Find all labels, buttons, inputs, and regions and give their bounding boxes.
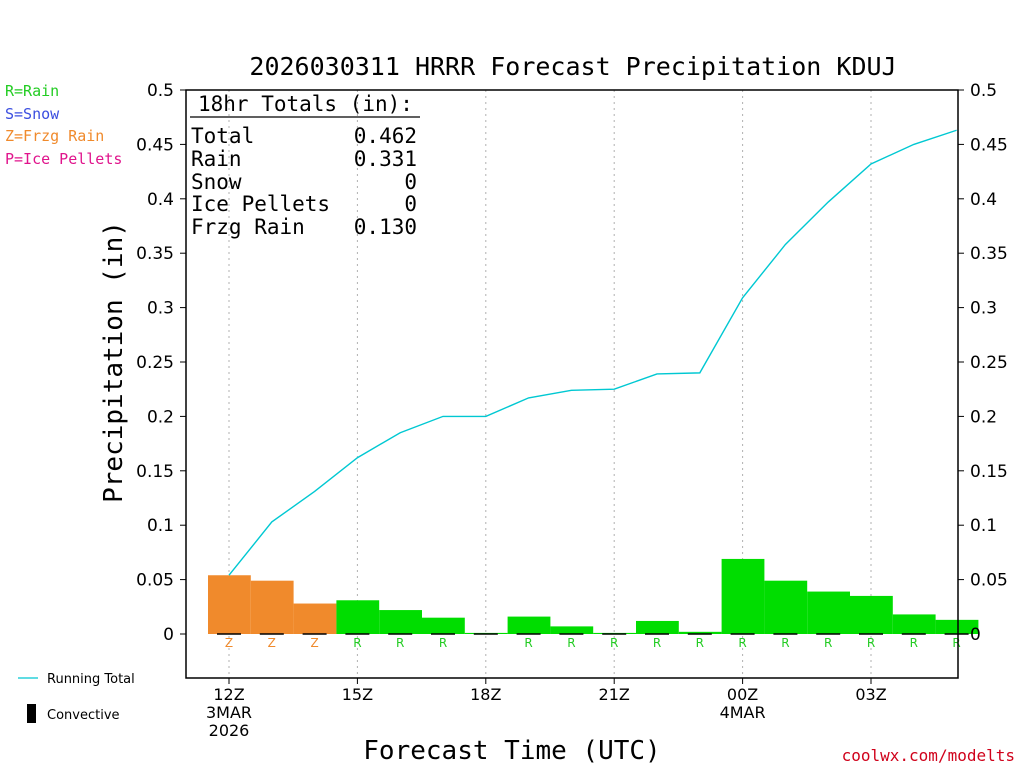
x-tick-label-0-2: 2026 (209, 721, 250, 740)
precip-bar-0 (208, 575, 251, 634)
y-tick-label-left-6: 0.3 (147, 299, 174, 319)
precip-code-2: Z (310, 636, 318, 650)
precip-code-5: R (439, 636, 447, 650)
precip-code-16: R (910, 636, 918, 650)
y-tick-label-right-5: 0.25 (970, 353, 1008, 373)
bars-layer (208, 558, 979, 634)
precip-bar-1 (250, 580, 294, 634)
legend-rain: R=Rain (5, 82, 59, 100)
x-tick-label-0-1: 3MAR (206, 703, 252, 722)
convective-legend-label: Convective (47, 708, 120, 723)
precip-code-15: R (867, 636, 875, 650)
x-tick-label-4-0: 00Z (727, 685, 758, 704)
chart-title: 2026030311 HRRR Forecast Precipitation K… (249, 52, 896, 81)
precip-code-12: R (738, 636, 746, 650)
totals-value-ice-pellets: 0 (404, 192, 417, 216)
precip-bar-2 (293, 603, 337, 634)
precip-code-7: R (524, 636, 532, 650)
totals-label-total: Total (191, 124, 254, 148)
precip-bar-3 (336, 600, 380, 634)
y-tick-label-right-6: 0.3 (970, 299, 997, 319)
precip-bar-5 (422, 617, 465, 634)
y-tick-label-left-8: 0.4 (147, 190, 174, 210)
convective-swatch (27, 704, 36, 723)
y-tick-label-left-9: 0.45 (136, 135, 174, 155)
y-axis-left: 0 0.05 0.1 0.15 0.2 0.25 0.3 0.35 0.4 0.45 0.5 (136, 81, 186, 645)
credit-text: coolwx.com/modelts (842, 746, 1015, 765)
totals-label-ice-pellets: Ice Pellets (191, 192, 330, 216)
y-tick-label-right-2: 0.1 (970, 516, 997, 536)
y-axis-right: 0 0.05 0.1 0.15 0.2 0.25 0.3 0.35 0.4 0.45 0.5 (958, 81, 1008, 645)
precip-bar-10 (636, 620, 679, 634)
y-tick-label-left-3: 0.15 (136, 462, 174, 482)
totals-value-frzg-rain: 0.130 (354, 215, 417, 239)
series-legend: Running Total Convective (18, 672, 135, 723)
precip-bar-15 (850, 595, 893, 634)
running-total-line (228, 129, 957, 576)
x-tick-label-1-0: 15Z (342, 685, 373, 704)
totals-label-snow: Snow (191, 170, 242, 194)
legend-frzg-rain: Z=Frzg Rain (5, 127, 104, 145)
totals-label-frzg-rain: Frzg Rain (191, 215, 305, 239)
totals-value-snow: 0 (404, 170, 417, 194)
x-tick-label-0-0: 12Z (213, 685, 244, 704)
y-axis-label: Precipitation (in) (99, 221, 129, 503)
legend-ice-pellets: P=Ice Pellets (5, 150, 122, 168)
grid-layer (228, 90, 872, 678)
precip-code-9: R (610, 636, 618, 650)
precip-bar-8 (550, 626, 594, 634)
y-tick-label-right-10: 0.5 (970, 81, 997, 101)
precip-code-1: Z (268, 636, 276, 650)
precip-bar-14 (807, 591, 850, 634)
x-tick-label-4-1: 4MAR (720, 703, 766, 722)
precip-code-13: R (781, 636, 789, 650)
precip-bar-4 (379, 610, 422, 634)
precip-code-3: R (353, 636, 361, 650)
x-axis-label: Forecast Time (UTC) (363, 736, 660, 766)
x-tick-label-3-0: 21Z (599, 685, 630, 704)
y-tick-label-right-1: 0.05 (970, 571, 1008, 591)
y-tick-label-left-1: 0.05 (136, 571, 174, 591)
precip-code-4: R (396, 636, 404, 650)
x-tick-label-2-0: 18Z (470, 685, 501, 704)
y-tick-label-right-9: 0.45 (970, 135, 1008, 155)
plot-frame (185, 89, 959, 679)
precip-bar-13 (764, 580, 808, 634)
totals-label-rain: Rain (191, 147, 242, 171)
precip-bar-12 (721, 558, 765, 634)
y-tick-label-right-8: 0.4 (970, 190, 997, 210)
precip-code-10: R (653, 636, 661, 650)
running-total-legend-label: Running Total (47, 672, 135, 687)
y-tick-label-left-5: 0.25 (136, 353, 174, 373)
totals-value-total: 0.462 (354, 124, 417, 148)
y-tick-label-left-2: 0.1 (147, 516, 174, 536)
precip-bar-7 (507, 616, 551, 634)
precip-bar-11 (678, 631, 722, 634)
precip-code-11: R (696, 636, 704, 650)
totals-box: 18hr Totals (in): Total 0.462 Rain 0.331… (190, 92, 420, 239)
y-tick-label-right-4: 0.2 (970, 407, 997, 427)
y-tick-label-left-7: 0.35 (136, 244, 174, 264)
y-tick-label-left-10: 0.5 (147, 81, 174, 101)
totals-value-rain: 0.331 (354, 147, 417, 171)
precip-code-8: R (567, 636, 575, 650)
y-tick-label-right-7: 0.35 (970, 244, 1008, 264)
x-tick-label-5-0: 03Z (855, 685, 886, 704)
precip-type-legend: R=Rain S=Snow Z=Frzg Rain P=Ice Pellets (5, 82, 122, 168)
y-tick-label-right-3: 0.15 (970, 462, 1008, 482)
legend-snow: S=Snow (5, 105, 60, 123)
precip-bar-16 (892, 614, 936, 634)
precip-code-14: R (824, 636, 832, 650)
y-tick-label-right-0: 0 (970, 625, 981, 645)
precip-code-0: Z (225, 636, 233, 650)
precip-bar-17 (935, 619, 979, 634)
precip-code-17: R (952, 636, 960, 650)
totals-header: 18hr Totals (in): (198, 92, 413, 116)
running-total-layer (228, 129, 957, 576)
y-tick-label-left-0: 0 (163, 625, 174, 645)
y-tick-label-left-4: 0.2 (147, 407, 174, 427)
